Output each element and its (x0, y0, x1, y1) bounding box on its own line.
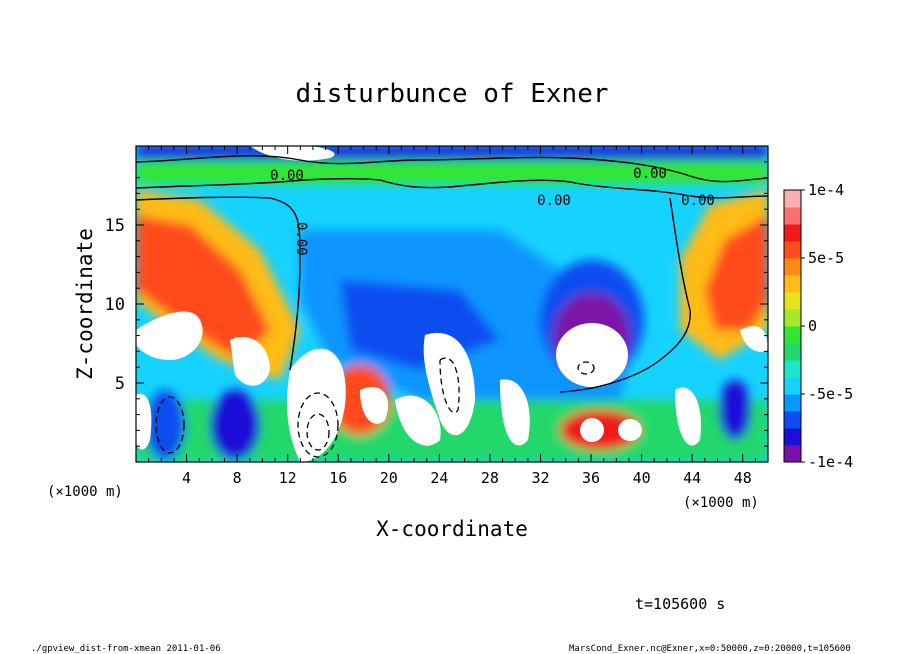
y-axis-ticks: 5 10 15 (105, 145, 768, 463)
x-tick-label: 8 (233, 469, 242, 487)
colorbar-swatch (784, 445, 801, 463)
contour-label: 0.00 (681, 193, 715, 209)
y-axis-label: Z-coordinate (73, 228, 97, 380)
colorbar-tick-label: 0 (808, 317, 817, 335)
chart-title: disturbunce of Exner (295, 79, 608, 109)
colorbar-swatch (784, 411, 801, 429)
footer-left: ./gpview_dist-from-xmean 2011-01-06 (31, 644, 221, 654)
footer-right: MarsCond_Exner.nc@Exner,x=0:50000,z=0:20… (569, 644, 851, 654)
colorbar-tick-label: 1e-4 (808, 181, 844, 199)
time-label: t=105600 s (635, 595, 725, 613)
out-of-range-regions (136, 146, 768, 462)
colorbar-labels: 1e-4 5e-5 0 -5e-5 -1e-4 (801, 181, 853, 471)
colorbar-swatch (784, 207, 801, 225)
colorbar-swatch (784, 394, 801, 412)
colorbar-swatch (784, 360, 801, 378)
x-axis-ticks: 4 8 12 16 20 24 28 32 36 40 44 48 (135, 146, 769, 487)
contour-label: 0.00 (633, 166, 667, 182)
x-tick-label: 44 (683, 469, 701, 487)
contour-label: 0.00 (293, 222, 309, 256)
x-tick-label: 48 (734, 469, 752, 487)
contour-lines (136, 154, 768, 393)
upper-neutral-band (136, 160, 768, 184)
contour-label: 0.00 (270, 168, 304, 184)
x-tick-label: 4 (182, 469, 191, 487)
x-unit-left: (×1000 m) (47, 484, 123, 500)
negative-contours (155, 357, 595, 458)
colorbar-tick-label: -1e-4 (808, 453, 853, 471)
x-tick-label: 20 (380, 469, 398, 487)
y-tick-label: 5 (115, 374, 125, 394)
colorbar-swatch (784, 292, 801, 310)
colorbar-swatch (784, 326, 801, 344)
x-tick-label: 16 (329, 469, 347, 487)
x-tick-label: 40 (633, 469, 651, 487)
colorbar-swatch (784, 241, 801, 259)
x-tick-label: 28 (481, 469, 499, 487)
contour-label-group: 0.00 0.00 0.00 0.00 0.00 (270, 166, 715, 256)
colorbar-swatch (784, 190, 801, 208)
colorbar-swatch (784, 309, 801, 327)
x-tick-label: 12 (279, 469, 297, 487)
heatmap-field (136, 146, 768, 462)
x-tick-label: 32 (531, 469, 549, 487)
colorbar-swatch (784, 343, 801, 361)
colorbar (783, 189, 802, 463)
colorbar-swatch (784, 258, 801, 276)
colorbar-tick-label: -5e-5 (808, 385, 853, 403)
colorbar-swatch (784, 428, 801, 446)
colorbar-tick-label: 5e-5 (808, 249, 844, 267)
colorbar-swatch (784, 224, 801, 242)
y-tick-label: 15 (105, 216, 125, 236)
y-tick-label: 10 (105, 295, 125, 315)
colorbar-swatch (784, 275, 801, 293)
colorbar-swatch (784, 377, 801, 395)
x-axis-label: X-coordinate (376, 517, 528, 541)
contour-label: 0.00 (537, 193, 571, 209)
x-tick-label: 36 (582, 469, 600, 487)
x-tick-label: 24 (430, 469, 448, 487)
x-unit-right: (×1000 m) (683, 495, 759, 511)
